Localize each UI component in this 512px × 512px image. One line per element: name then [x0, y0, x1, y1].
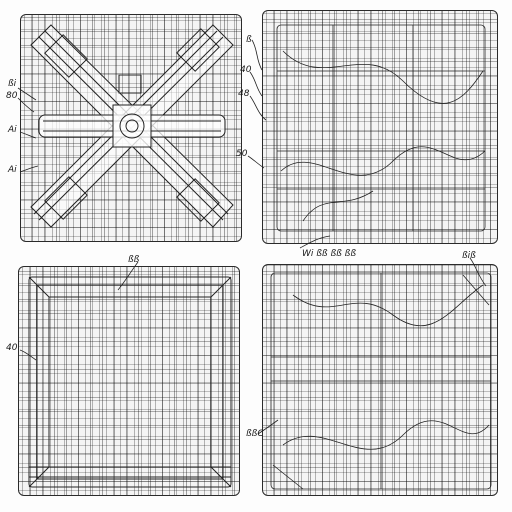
callout-bl-top: ßß — [128, 255, 140, 265]
callout-tl-left-1: ßi — [8, 79, 17, 89]
callout-tr-left-4: 50 — [236, 149, 248, 159]
figure-top-right — [262, 10, 498, 244]
callout-br-top-right: ßiß — [462, 251, 476, 261]
figure-top-left — [20, 14, 242, 242]
callout-tr-left-2: 40 — [240, 65, 252, 75]
box-frame-structure — [28, 276, 232, 488]
grid-structure-top-right — [276, 24, 486, 232]
grid-structure-bottom-right — [270, 272, 492, 490]
callout-tl-left-4: Ai — [8, 165, 17, 175]
x-cross-structure — [30, 24, 234, 228]
figure-bottom-left — [18, 266, 240, 496]
callout-tl-left-3: Ai — [8, 125, 17, 135]
callout-tr-left-1: ß — [246, 35, 252, 45]
figure-bottom-right — [262, 264, 498, 496]
callout-bl-left-1: 40 — [6, 343, 18, 353]
callout-tr-bottom: Wi ßß ßß ßß — [302, 249, 356, 259]
callout-tr-left-3: 48 — [238, 89, 250, 99]
callout-tl-left-2: 80 — [6, 91, 18, 101]
callout-br-left: ßßC — [246, 429, 264, 439]
